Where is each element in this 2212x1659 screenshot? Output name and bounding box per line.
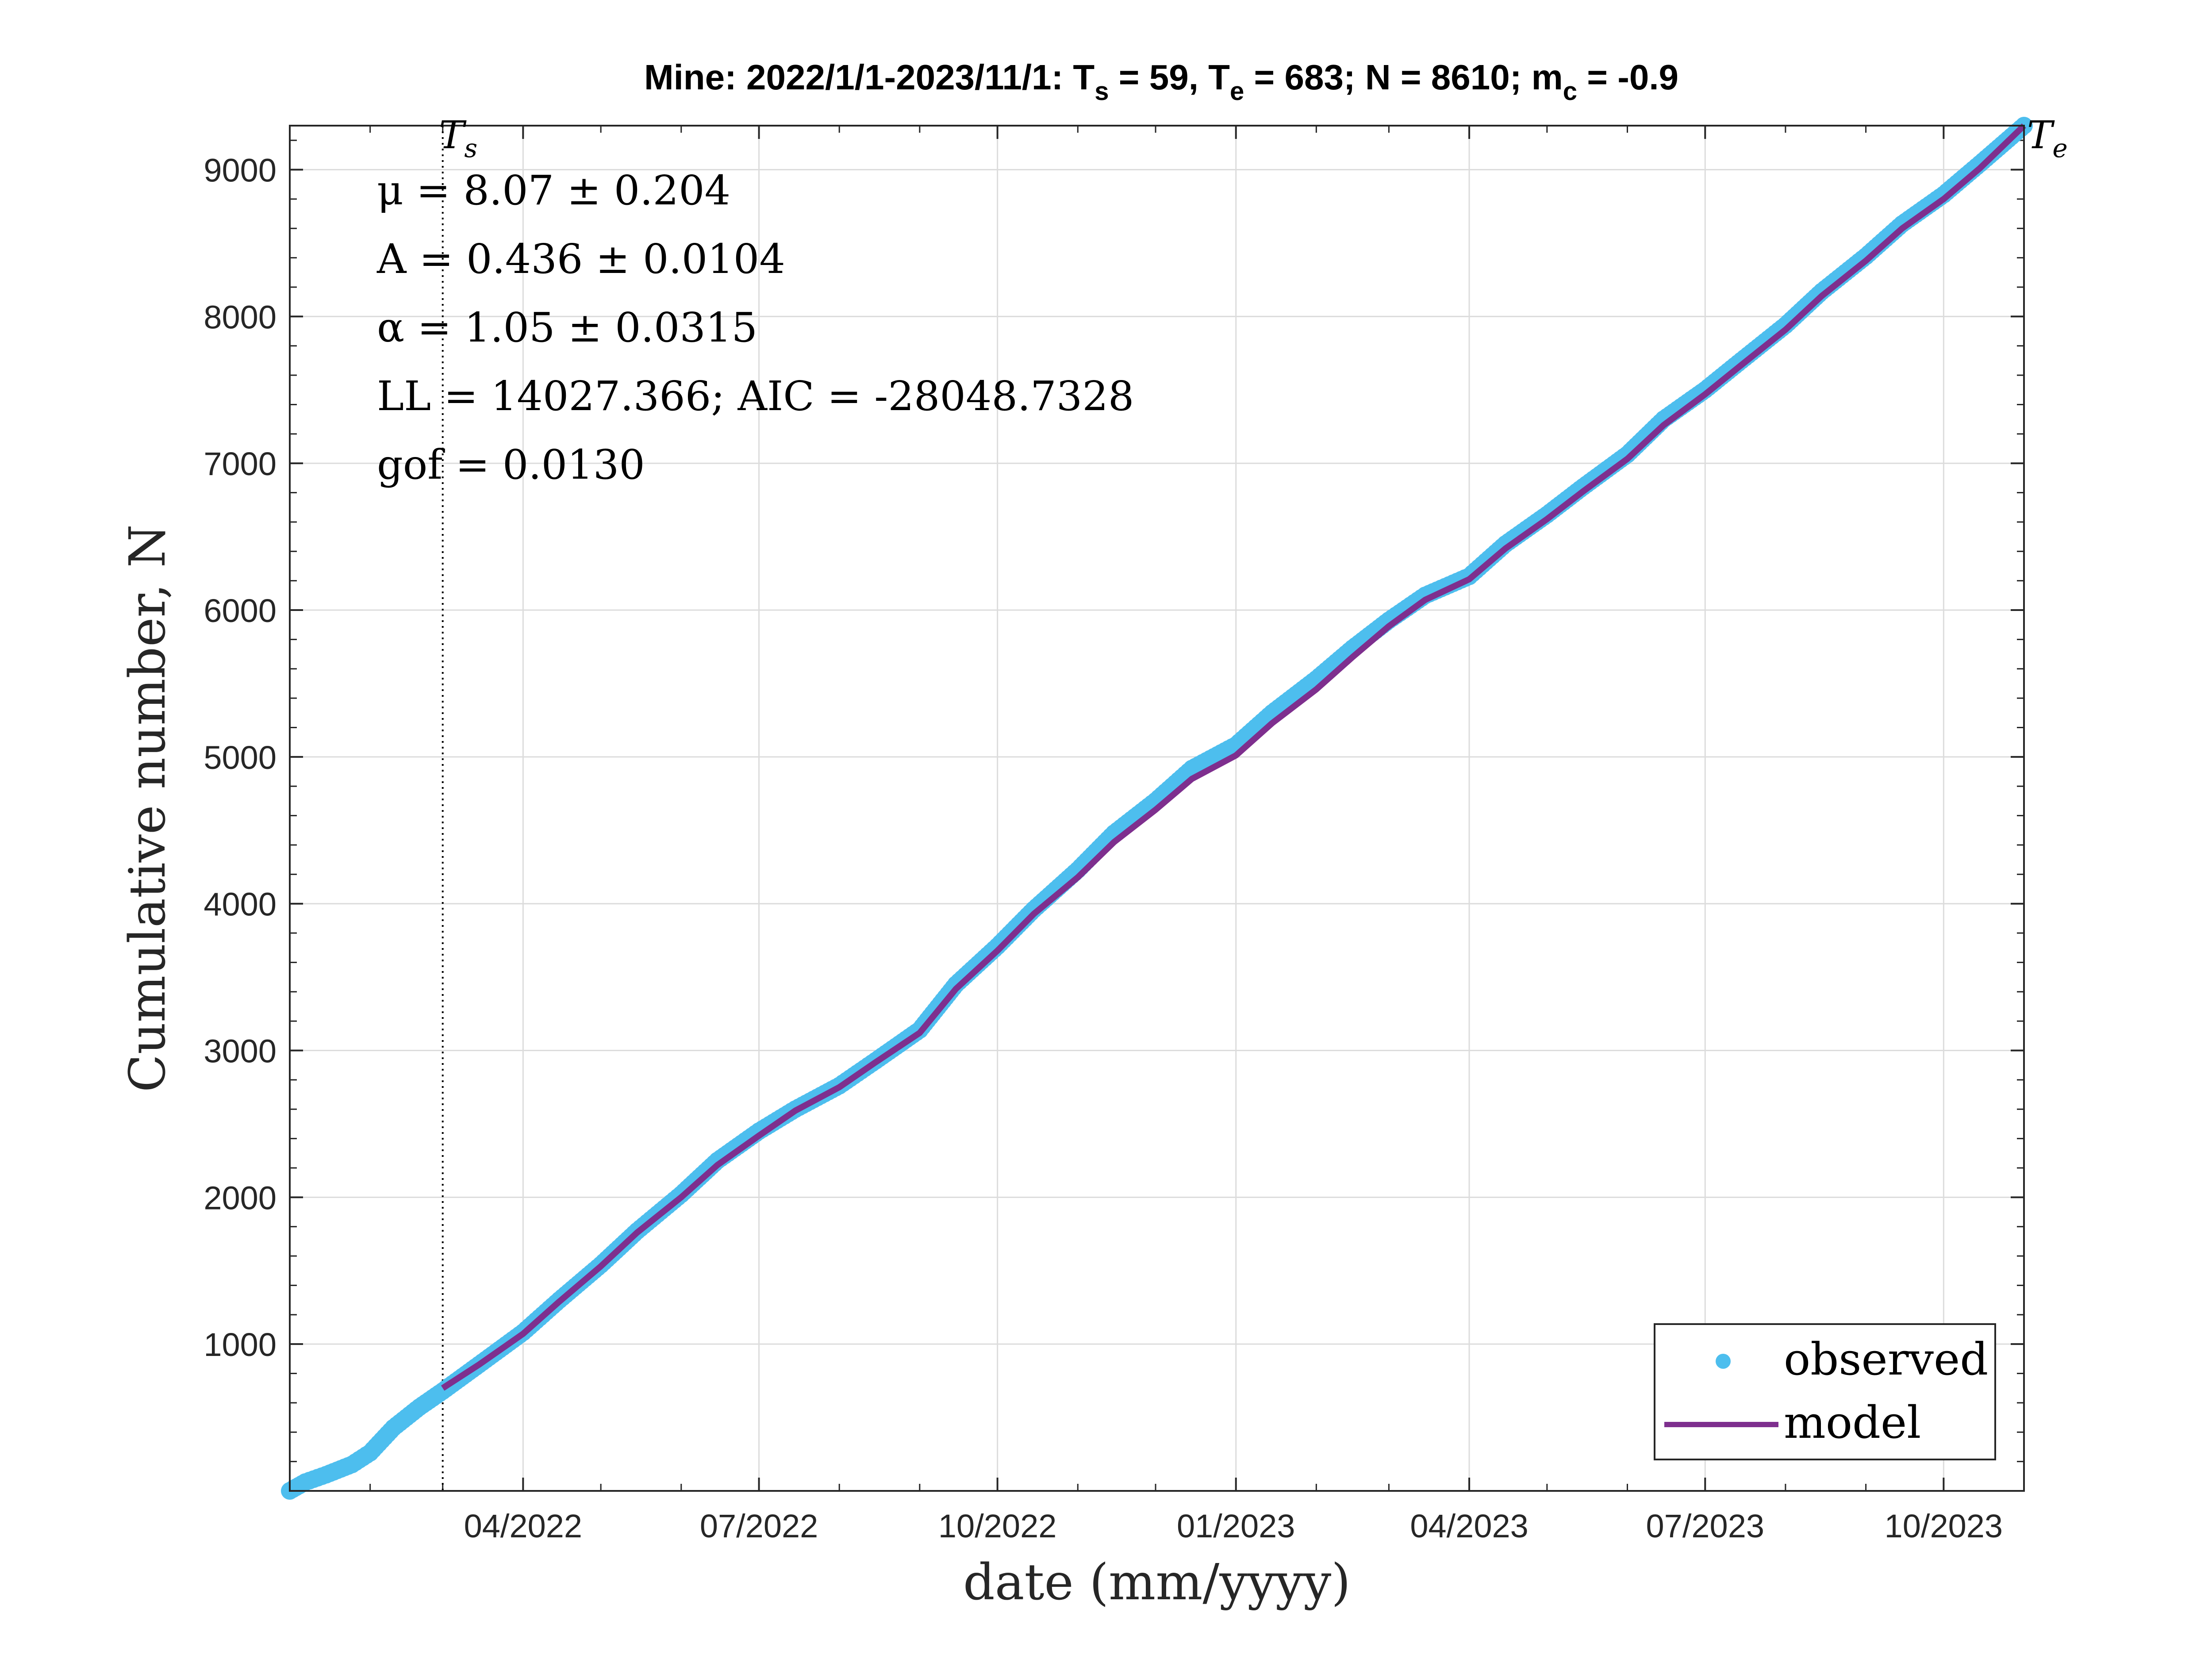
legend-model-label: model: [1784, 1397, 1921, 1448]
y-tick-label: 2000: [204, 1179, 276, 1216]
x-tick-label: 01/2023: [1177, 1508, 1295, 1544]
legend-box: [1654, 1323, 1996, 1460]
y-tick-label: 3000: [204, 1033, 276, 1070]
x-tick-label: 04/2022: [464, 1508, 583, 1544]
legend: observed model: [1654, 1323, 1996, 1460]
annotation-alpha: α = 1.05 ± 0.0315: [377, 304, 757, 351]
plot-frame: [289, 125, 2025, 1492]
te-marker-label: Te: [2027, 113, 2068, 163]
annotation-gof: gof = 0.0130: [377, 441, 645, 488]
y-tick-label: 7000: [204, 445, 276, 482]
title-te-value: = 683; N = 8610; m: [1244, 58, 1563, 97]
title-te-subscript: e: [1230, 77, 1244, 106]
title-ts-value: = 59, T: [1109, 58, 1230, 97]
y-tick-label: 9000: [204, 152, 276, 189]
fit-annotations: μ = 8.07 ± 0.204 A = 0.436 ± 0.0104 α = …: [376, 167, 1134, 488]
title-prefix: Mine: 2022/1/1-2023/11/1: T: [644, 58, 1094, 97]
x-axis-ticks: 04/2022 07/2022 10/2022 01/2023 04/2023 07/20…: [464, 126, 2003, 1544]
annotation-ll-aic: LL = 14027.366; AIC = -28048.7328: [377, 373, 1134, 420]
y-tick-label: 6000: [204, 592, 276, 629]
x-tick-label: 07/2022: [700, 1508, 818, 1544]
grid-lines: [290, 126, 2024, 1491]
title-ts-subscript: s: [1094, 77, 1109, 106]
chart-title: Mine: 2022/1/1-2023/11/1: Ts = 59, Te = …: [644, 58, 1678, 106]
y-tick-label: 5000: [204, 739, 276, 776]
y-axis-label: Cumulative number, N: [119, 524, 177, 1092]
x-tick-label: 07/2023: [1646, 1508, 1765, 1544]
title-mc-value: = -0.9: [1577, 58, 1678, 97]
x-tick-label: 10/2023: [1885, 1508, 2003, 1544]
y-tick-label: 1000: [204, 1326, 276, 1363]
title-mc-subscript: c: [1563, 77, 1577, 106]
annotation-a: A = 0.436 ± 0.0104: [376, 235, 785, 283]
model-series-line: [441, 123, 2026, 1391]
legend-observed-label: observed: [1784, 1333, 1988, 1385]
annotation-mu: μ = 8.07 ± 0.204: [377, 167, 730, 214]
y-tick-label: 4000: [204, 886, 276, 923]
x-tick-label: 10/2022: [938, 1508, 1057, 1544]
legend-observed-marker: [1716, 1354, 1731, 1369]
ts-marker-label: Ts: [439, 113, 477, 163]
y-axis-ticks: 1000 2000 3000 4000 5000 6000 7000 8000 9000: [204, 152, 2024, 1363]
x-tick-label: 04/2023: [1410, 1508, 1528, 1544]
x-axis-label: date (mm/yyyy): [963, 1554, 1351, 1611]
y-tick-label: 8000: [204, 299, 276, 335]
